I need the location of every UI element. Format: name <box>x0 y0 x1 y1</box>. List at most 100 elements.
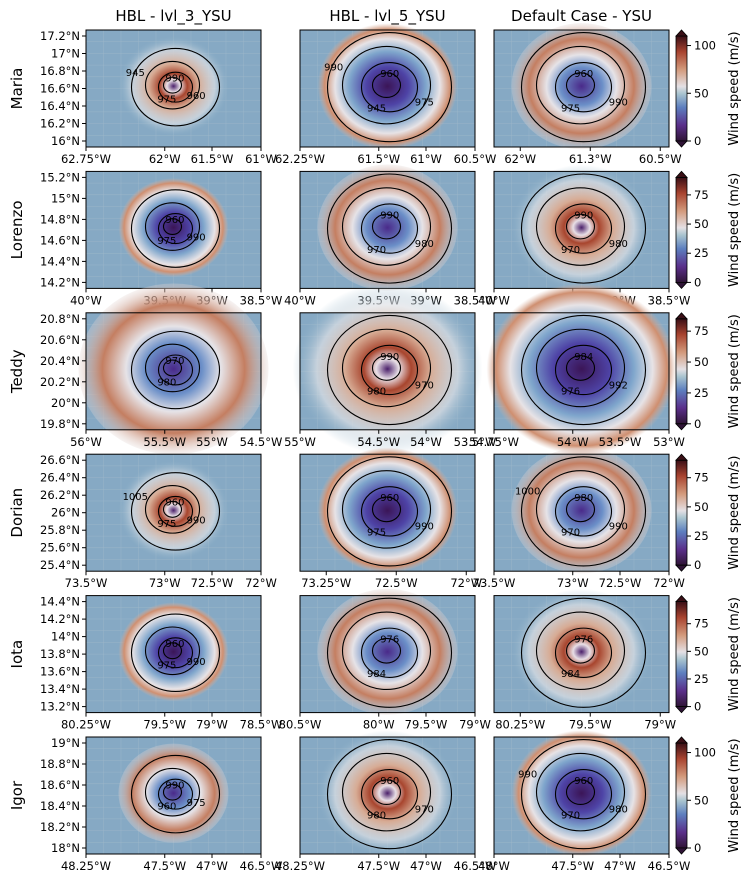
x-tick-label: 60.5°W <box>639 152 682 166</box>
pressure-contour <box>565 213 596 240</box>
contour-label: 992 <box>609 380 628 391</box>
colorbar-max-arrow <box>675 453 688 461</box>
pressure-contour <box>326 173 453 284</box>
x-tick-label: 47.5°W <box>357 859 400 873</box>
colorbar-max-arrow <box>675 170 688 178</box>
x-tick-label: 48.25°W <box>61 859 111 873</box>
pressure-contour <box>554 768 613 820</box>
colorbar-tick-label: 50 <box>694 793 709 807</box>
colorbar-tick-label: 25 <box>694 672 709 686</box>
pressure-contour <box>360 203 419 254</box>
contour-label: 970 <box>415 380 434 391</box>
colorbar-tick-label: 75 <box>694 188 709 202</box>
y-tick-label: 14.8°N <box>40 212 80 226</box>
contour-label: 960 <box>157 802 176 813</box>
y-tick-label: 16.6°N <box>40 82 80 96</box>
wind-field <box>317 23 458 150</box>
x-tick-label: 53.5°W <box>599 435 642 449</box>
pressure-contour <box>130 47 221 127</box>
colorbar-label: Wind speed (m/s) <box>727 173 742 287</box>
x-tick-label: 73.5°W <box>473 576 516 590</box>
pressure-contour <box>144 626 201 676</box>
pressure-contour <box>326 314 453 426</box>
pressure-contour <box>144 767 201 817</box>
pressure-contour <box>157 778 194 810</box>
colorbar-tick-label: 75 <box>694 471 709 485</box>
pressure-contour <box>130 613 221 693</box>
map-panel: 990 980 970 55°W 54.5°W 54°W 53.5°W <box>284 283 496 455</box>
pressure-contour <box>554 486 613 537</box>
x-tick-label: 72.5°W <box>375 576 418 590</box>
x-tick-label: 46.5°W <box>454 859 497 873</box>
colorbar-tick-label: 25 <box>694 529 709 543</box>
wind-field <box>511 730 652 857</box>
y-tick-label: 15.2°N <box>40 170 80 184</box>
x-tick-label: 38.5°W <box>648 293 691 307</box>
contour-label: 976 <box>561 386 580 397</box>
x-tick-label: 79.5°W <box>569 718 612 732</box>
pressure-contour <box>535 470 626 549</box>
y-tick-label: 14.2°N <box>40 275 80 289</box>
pressure-contour <box>130 330 221 410</box>
contour-label: 990 <box>574 210 593 221</box>
pressure-contour <box>371 637 402 664</box>
wind-field <box>317 730 458 857</box>
contour-label: 945 <box>367 103 386 114</box>
y-tick-label: 16°N <box>51 134 80 148</box>
wind-field <box>118 602 229 702</box>
panel-frame <box>299 29 476 148</box>
x-tick-label: 47.5°W <box>551 859 594 873</box>
colorbar-label: Wind speed (m/s) <box>727 456 742 570</box>
y-tick-label: 25.6°N <box>40 541 80 555</box>
contour-label: 990 <box>518 769 537 780</box>
colorbar-tick-label: 0 <box>694 134 701 148</box>
row-label: Dorian <box>8 488 26 538</box>
colorbar-tick-label: 100 <box>694 39 716 53</box>
colorbar-tick-label: 0 <box>694 275 701 289</box>
panel-frame <box>299 312 476 431</box>
x-tick-label: 60.5°W <box>454 152 497 166</box>
wind-field <box>511 588 652 715</box>
contour-label: 975 <box>187 798 206 809</box>
pressure-contour <box>162 359 183 377</box>
pressure-contour <box>326 456 453 567</box>
y-tick-label: 18.8°N <box>40 757 80 771</box>
x-tick-label: 80.5°W <box>279 718 322 732</box>
x-tick-label: 80.25°W <box>495 718 545 732</box>
panel-frame <box>85 736 262 855</box>
colorbar-gradient <box>675 459 688 566</box>
contour-label: 980 <box>157 378 176 389</box>
x-tick-label: 79.5°W <box>143 718 186 732</box>
contour-label: 980 <box>609 239 628 250</box>
pressure-contour <box>144 60 201 110</box>
contour-label: 980 <box>415 239 434 250</box>
y-tick-label: 26°N <box>51 506 80 520</box>
y-tick-label: 18°N <box>51 841 80 855</box>
contour-label: 970 <box>415 805 434 816</box>
contour-label: 960 <box>574 776 593 787</box>
panel-frame <box>493 29 670 148</box>
x-tick-label: 47°W <box>410 859 442 873</box>
x-tick-label: 80°W <box>363 718 395 732</box>
map-panel: 970 980 56°W 55.5°W 55°W 54.5°W 20.8°N 20.6°N 20… <box>40 283 282 455</box>
colorbar-gradient <box>675 318 688 425</box>
panel-frame <box>299 736 476 855</box>
x-tick-label: 56°W <box>70 435 102 449</box>
map-panel: 990 960 975 48.25°W 47.5°W 47°W 46.5°W 19°N 18.8… <box>40 736 282 873</box>
y-tick-label: 13.4°N <box>40 682 80 696</box>
contour-label: 975 <box>157 660 176 671</box>
x-tick-label: 72°W <box>653 576 685 590</box>
column-title: Default Case - YSU <box>511 7 652 25</box>
contour-label: 975 <box>157 95 176 106</box>
colorbar-tick-label: 50 <box>694 500 709 514</box>
pressure-contour <box>371 355 402 381</box>
colorbar-tick-label: 50 <box>694 86 709 100</box>
y-tick-label: 14.4°N <box>40 254 80 268</box>
contour-label: 980 <box>574 493 593 504</box>
colorbar-min-arrow <box>675 282 688 289</box>
contour-label: 980 <box>367 810 386 821</box>
contour-label: 970 <box>367 245 386 256</box>
pressure-contour <box>371 779 402 806</box>
pressure-contour <box>535 45 626 125</box>
